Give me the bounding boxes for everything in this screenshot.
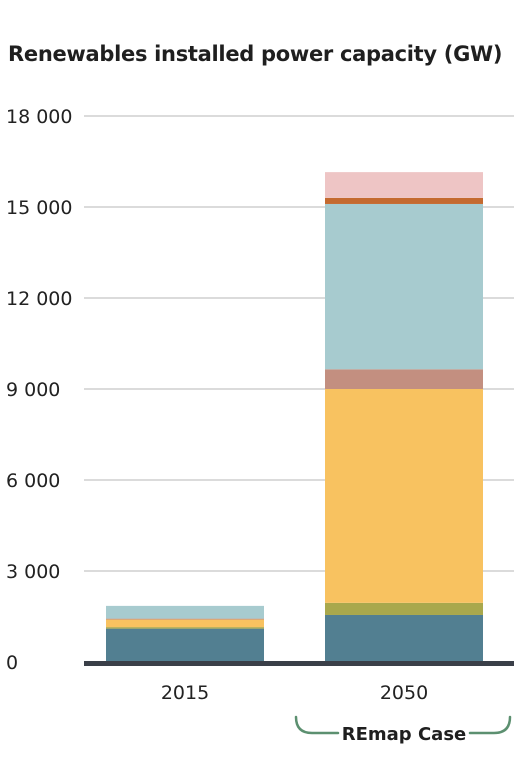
bar-segment (325, 614, 483, 662)
y-tick-label: 6 000 (6, 470, 60, 492)
bar-segment (106, 618, 264, 620)
bar-segment (325, 389, 483, 603)
y-tick-label: 0 (6, 652, 18, 674)
bar-segment (325, 203, 483, 370)
annotations: REmap Case (294, 715, 512, 745)
remap-case-label: REmap Case (342, 724, 467, 745)
y-tick-label: 15 000 (6, 197, 72, 219)
x-tick-label: 2050 (380, 682, 428, 704)
chart-title: Renewables installed power capacity (GW) (8, 42, 503, 66)
bar-segment (106, 628, 264, 662)
remap-bracket (294, 715, 512, 735)
bar-segment (325, 197, 483, 204)
bar-segment (106, 619, 264, 628)
y-tick-label: 3 000 (6, 561, 60, 583)
y-tick-label: 12 000 (6, 288, 72, 310)
bar-segment (106, 627, 264, 629)
x-tick-label: 2015 (161, 682, 209, 704)
bar-segment (325, 172, 483, 198)
bar-segment (106, 605, 264, 619)
y-tick-label: 9 000 (6, 379, 60, 401)
bar-segment (325, 369, 483, 389)
gridlines (84, 115, 514, 572)
bar-segment (325, 602, 483, 615)
x-axis-line (84, 661, 514, 666)
x-axis-ticks: 2015 2050 (161, 682, 428, 704)
y-tick-label: 18 000 (6, 106, 72, 128)
y-axis-ticks: 0 3 000 6 000 9 000 12 000 15 000 18 000 (6, 106, 72, 674)
bars (84, 172, 514, 666)
